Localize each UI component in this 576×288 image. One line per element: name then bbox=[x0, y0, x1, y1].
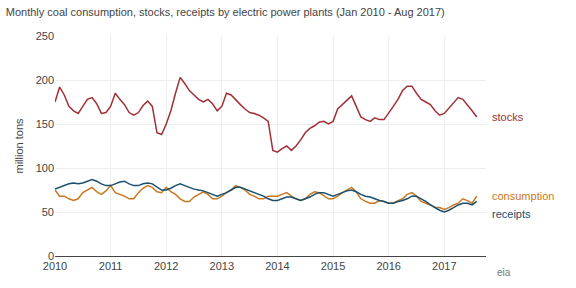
svg-text:2012: 2012 bbox=[154, 260, 178, 272]
svg-text:stocks: stocks bbox=[492, 111, 524, 123]
svg-text:2015: 2015 bbox=[321, 260, 345, 272]
svg-text:200: 200 bbox=[36, 74, 54, 86]
svg-text:receipts: receipts bbox=[492, 208, 531, 220]
svg-text:2011: 2011 bbox=[99, 260, 123, 272]
svg-text:100: 100 bbox=[36, 162, 54, 174]
svg-text:2013: 2013 bbox=[210, 260, 234, 272]
svg-text:250: 250 bbox=[36, 30, 54, 42]
svg-text:2010: 2010 bbox=[43, 260, 67, 272]
svg-text:2017: 2017 bbox=[432, 260, 456, 272]
svg-text:Monthly coal consumption, stoc: Monthly coal consumption, stocks, receip… bbox=[6, 6, 445, 18]
svg-text:consumption: consumption bbox=[492, 190, 554, 202]
svg-text:0: 0 bbox=[48, 250, 54, 262]
svg-text:eia: eia bbox=[497, 267, 511, 278]
svg-text:2014: 2014 bbox=[265, 260, 289, 272]
svg-text:50: 50 bbox=[42, 206, 54, 218]
svg-text:million tons: million tons bbox=[13, 118, 25, 174]
svg-text:2016: 2016 bbox=[376, 260, 400, 272]
svg-text:150: 150 bbox=[36, 118, 54, 130]
